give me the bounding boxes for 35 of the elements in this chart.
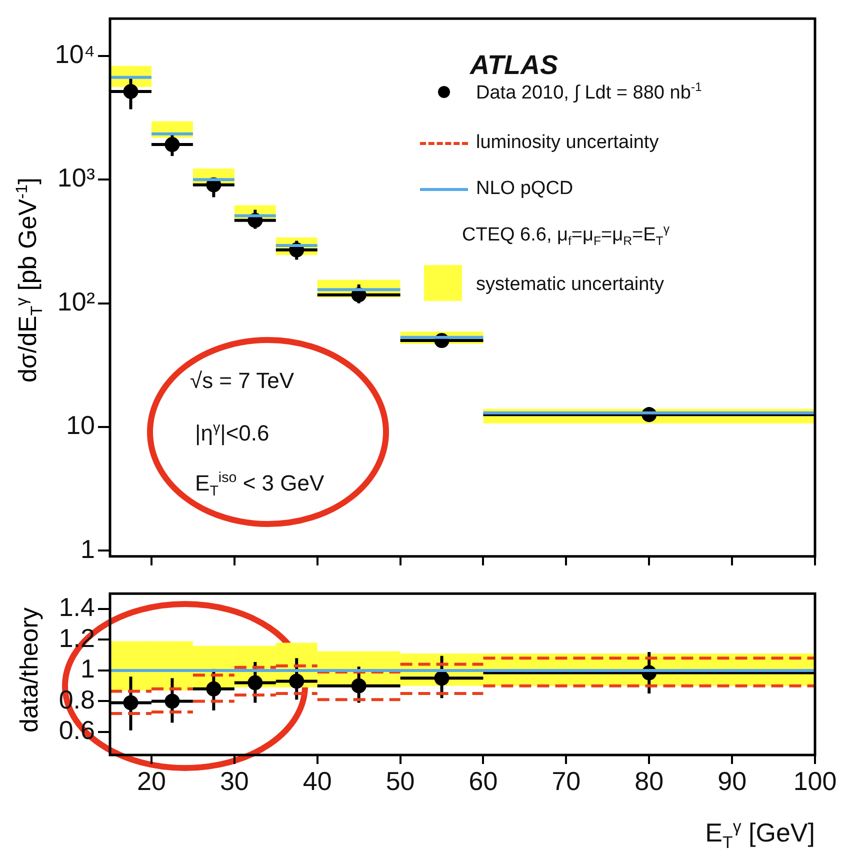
point — [206, 681, 222, 696]
legend-label: systematic uncertainty — [476, 274, 664, 296]
point — [123, 84, 138, 99]
x-tick-label: 90 — [718, 766, 747, 796]
y-tick-label: 1 — [80, 654, 95, 684]
y-tick-label: 10³ — [57, 162, 96, 193]
y-tick-label: 10⁴ — [54, 39, 95, 70]
legend-label: Data 2010, ∫ Ldt = 880 nb$^{-1}$ — [476, 80, 702, 104]
annotation: √s = 7 TeV — [190, 368, 294, 394]
annotation: E$_{T}$$^{iso}$ < 3 GeV — [195, 470, 324, 500]
x-tick-label: 80 — [634, 766, 664, 796]
x-tick-label: 20 — [137, 766, 166, 796]
x-tick-label: 30 — [220, 766, 249, 796]
y-tick-label: 10 — [66, 410, 95, 440]
x-tick-label: 100 — [793, 766, 837, 796]
annotation: |η$^{γ}$|<0.6 — [195, 420, 270, 446]
text: luminosity uncertainty — [476, 132, 659, 153]
y-axis-title: data/theory — [16, 607, 44, 733]
x-tick-label: 50 — [386, 766, 415, 796]
x-tick-label: 70 — [552, 766, 581, 796]
point — [164, 137, 180, 152]
y-tick-label: 1.4 — [58, 592, 95, 622]
point — [351, 678, 366, 694]
y-tick-label: 1 — [80, 534, 95, 564]
point — [164, 694, 180, 709]
y-tick-label: 10² — [57, 286, 96, 316]
legend-label: NLO pQCD — [476, 178, 574, 200]
annotation: ATLAS — [470, 50, 558, 81]
x-tick-label: 40 — [302, 766, 332, 796]
point — [123, 695, 138, 710]
point — [289, 674, 304, 689]
point — [434, 670, 450, 686]
x-tick-label: 60 — [468, 766, 498, 796]
x-axis-title: E$_{T}$$^{γ}$ [GeV] — [705, 817, 815, 853]
point — [248, 675, 263, 690]
